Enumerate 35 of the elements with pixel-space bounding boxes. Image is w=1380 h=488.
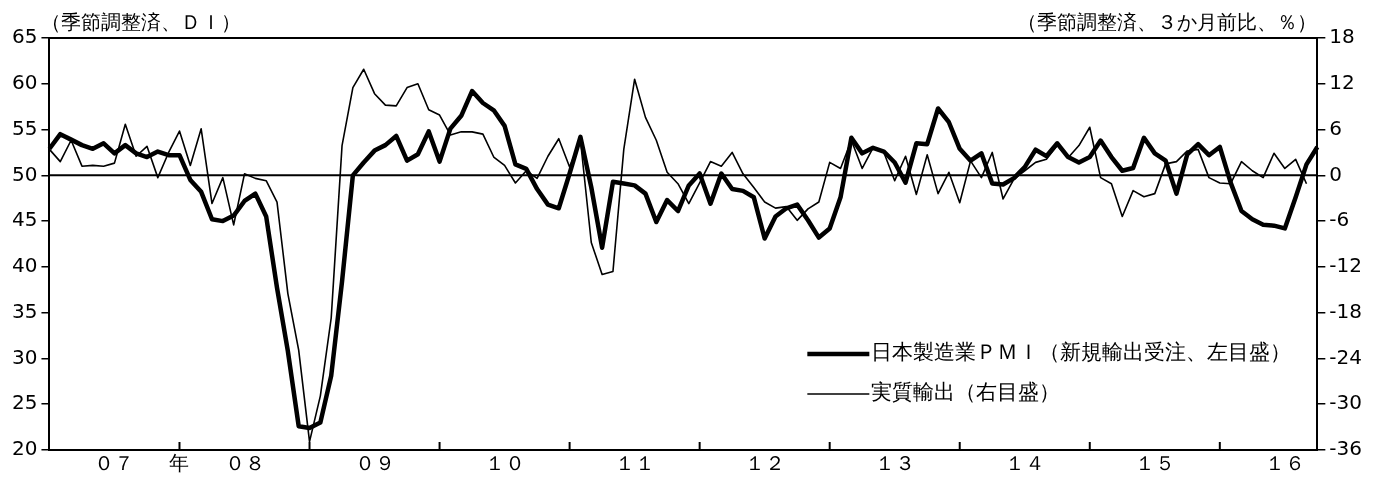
y-tick-label: 50 — [12, 161, 38, 186]
y2-axis-title: （季節調整済、３か月前比、％） — [1017, 10, 1318, 35]
x-tick-label: １２ — [744, 451, 785, 476]
y2-tick-label: -30 — [1329, 390, 1363, 415]
y2-tick-label: 0 — [1329, 161, 1343, 186]
y2-tick-label: -36 — [1329, 436, 1363, 461]
y-tick-label: 30 — [12, 344, 38, 369]
y2-tick-label: 18 — [1329, 24, 1355, 49]
x-tick-label: 年 — [169, 451, 190, 476]
x-tick-label: １４ — [1004, 451, 1045, 476]
y-tick-label: 60 — [12, 69, 38, 94]
y2-tick-label: 6 — [1329, 115, 1343, 140]
y-axis-title: （季節調整済、ＤＩ） — [41, 10, 242, 35]
y-tick-label: 35 — [12, 298, 38, 323]
x-tick-label: １０ — [484, 451, 525, 476]
x-tick-label: １６ — [1264, 451, 1305, 476]
y2-tick-label: 12 — [1329, 69, 1355, 94]
y-tick-label: 55 — [12, 115, 38, 140]
y-tick-label: 45 — [12, 207, 38, 232]
x-tick-label: ０９ — [354, 451, 395, 476]
legend-label: 実質輸出（右目盛） — [871, 380, 1061, 405]
x-tick-label: ０７ — [94, 451, 135, 476]
legend-label: 日本製造業ＰＭＩ（新規輸出受注、左目盛） — [871, 340, 1292, 365]
y2-tick-label: -18 — [1329, 298, 1363, 323]
x-tick-label: １５ — [1134, 451, 1175, 476]
y2-tick-label: -12 — [1329, 253, 1363, 278]
y-tick-label: 40 — [12, 253, 38, 278]
x-tick-label: １１ — [614, 451, 655, 476]
y2-tick-label: -24 — [1329, 344, 1363, 369]
y-tick-label: 20 — [12, 436, 38, 461]
y-tick-label: 25 — [12, 390, 38, 415]
y-tick-label: 65 — [12, 24, 38, 49]
x-tick-label: ０８ — [224, 451, 265, 476]
x-tick-label: １３ — [874, 451, 915, 476]
y2-tick-label: -6 — [1329, 207, 1350, 232]
